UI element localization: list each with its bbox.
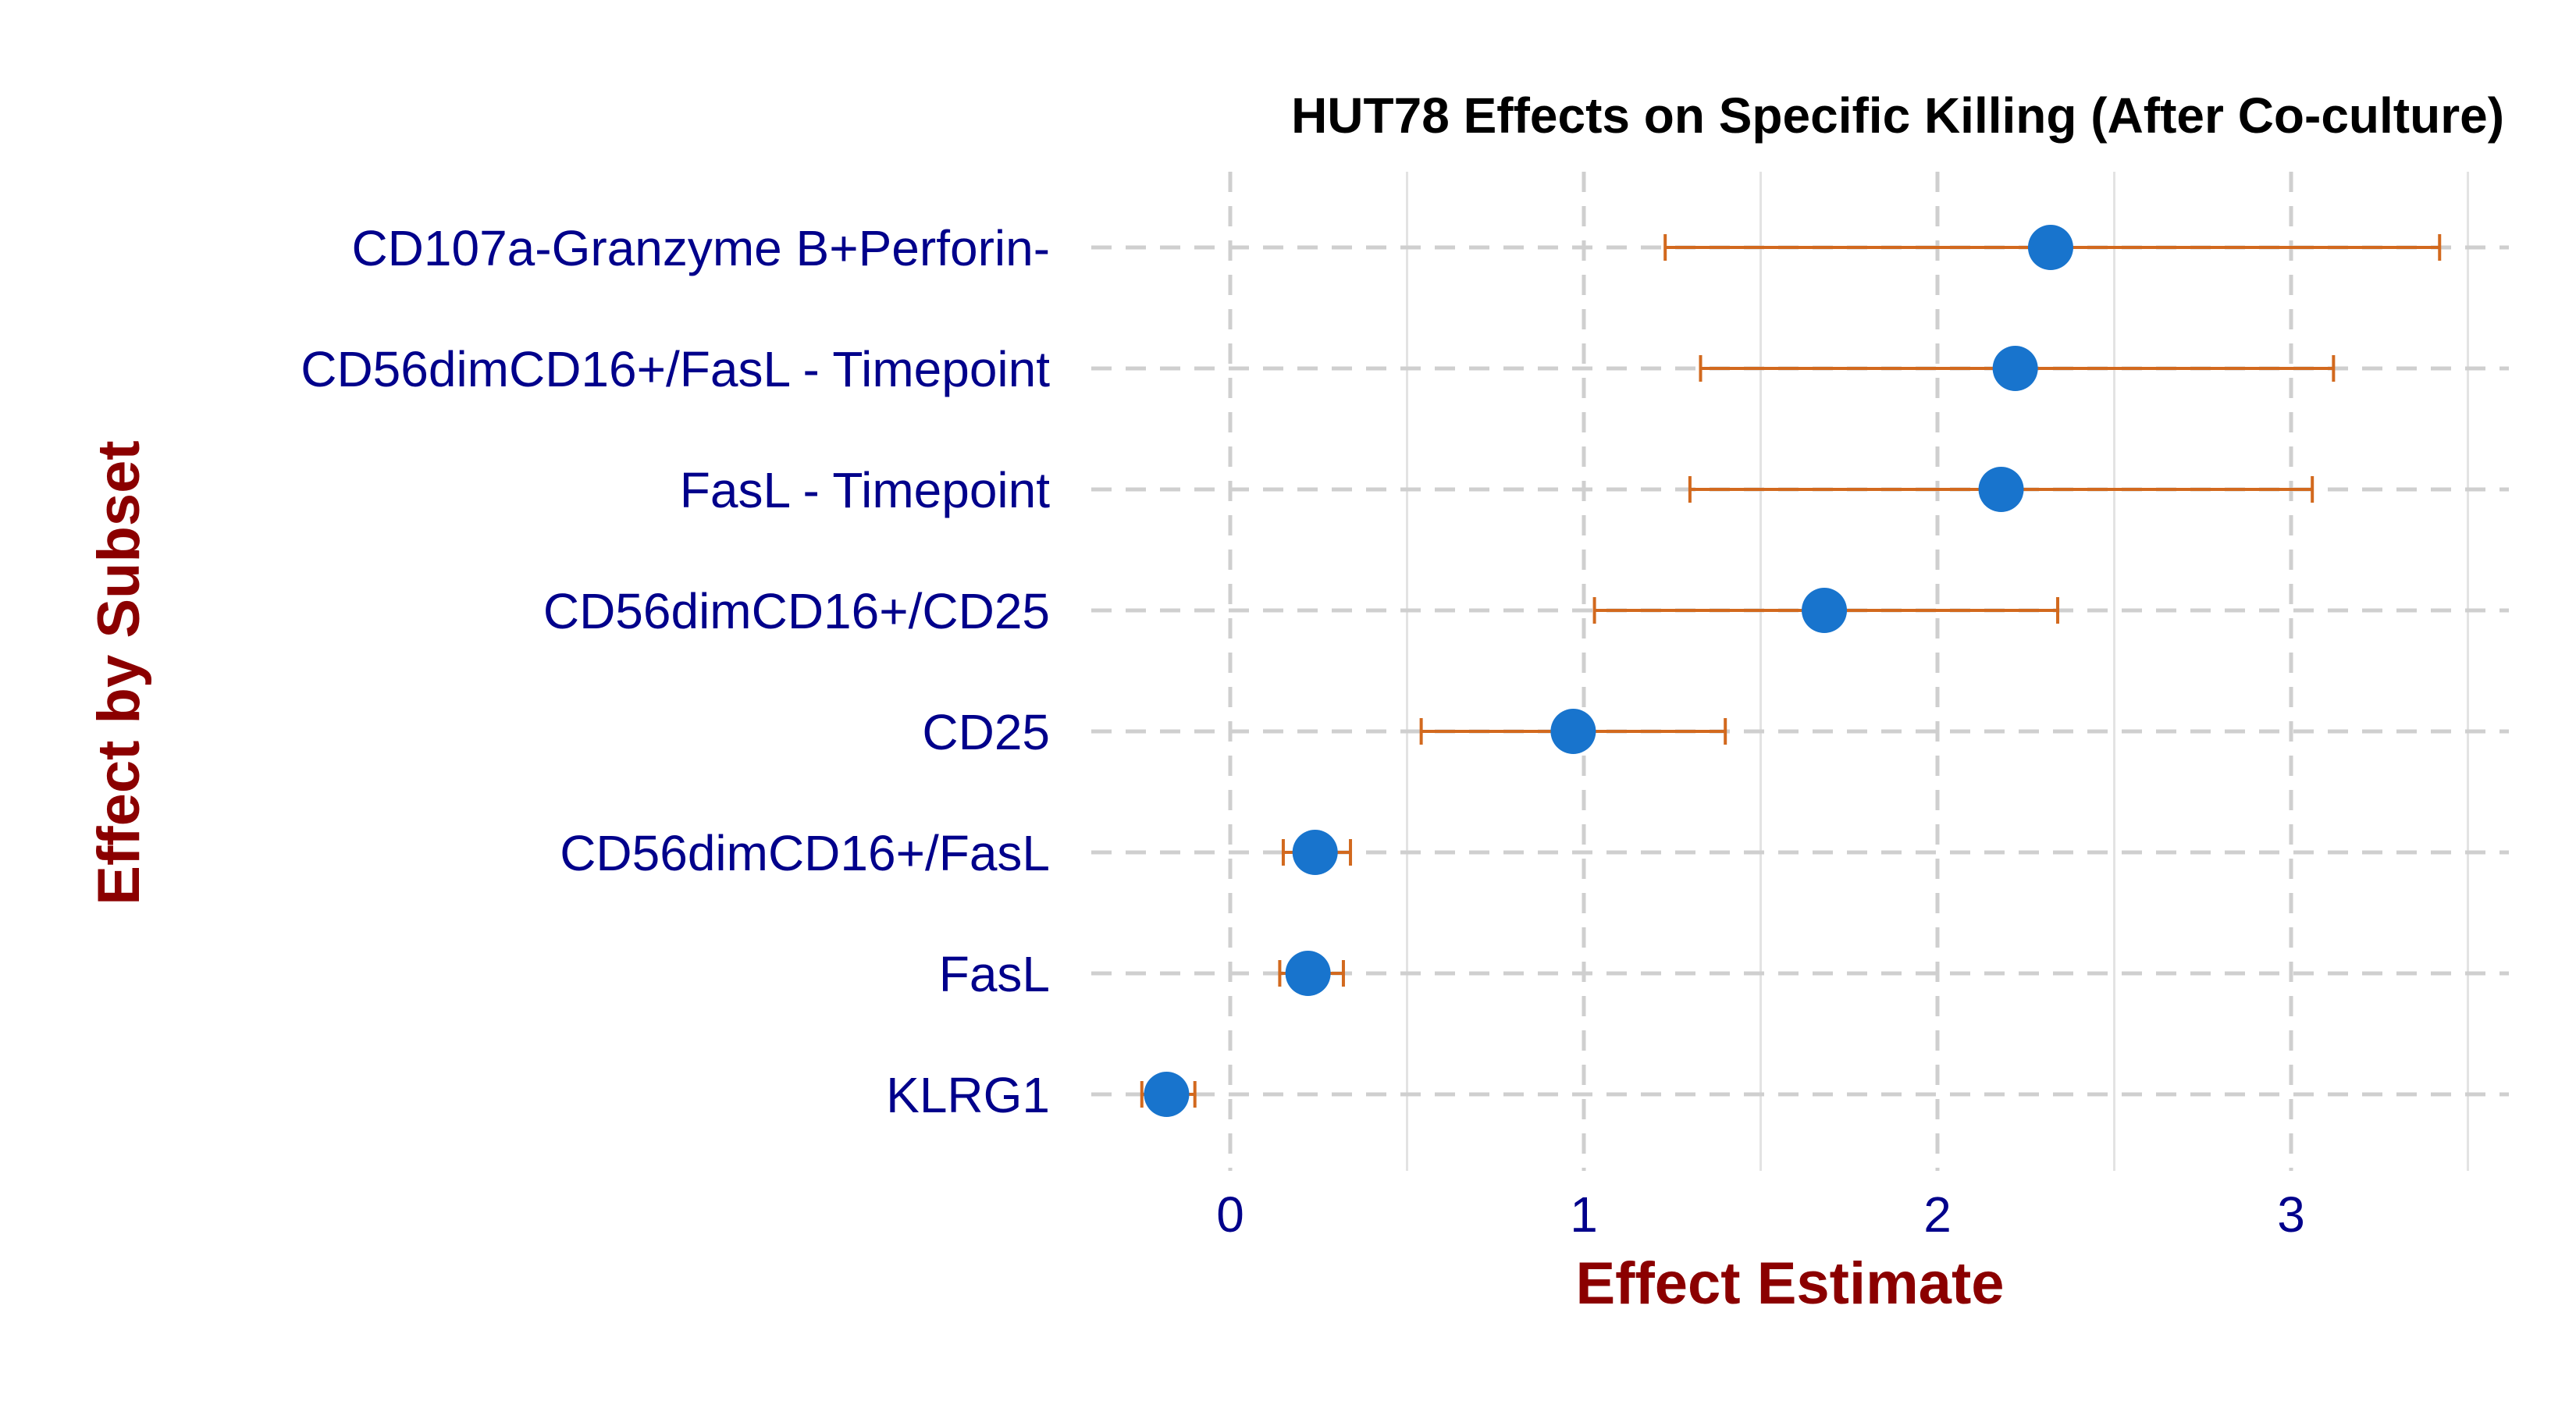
y-axis-title: Effect by Subset [86,440,152,905]
errorbar-layer [1140,234,2442,1108]
estimate-point [1802,588,1848,633]
x-tick-label: 1 [1570,1186,1598,1243]
category-label: CD107a-Granzyme B+Perforin- [351,220,1050,276]
estimate-point [1550,709,1596,754]
category-label: CD56dimCD16+/FasL [560,825,1050,881]
x-tick-label-layer: 0 1 2 3 [1216,1186,2305,1243]
category-label: KLRG1 [886,1067,1050,1123]
estimate-point [2027,225,2073,270]
estimate-point [1285,951,1331,996]
grid-layer [1091,172,2509,1171]
point-layer [1144,225,2073,1117]
x-axis-title: Effect Estimate [1575,1250,2004,1317]
x-tick-label: 2 [1923,1186,1952,1243]
chart-title: HUT78 Effects on Specific Killing (After… [1291,87,2504,144]
category-label: CD56dimCD16+/FasL - Timepoint [301,341,1050,397]
category-label: FasL - Timepoint [680,462,1050,518]
estimate-point [1992,346,2038,391]
category-label: FasL [939,946,1050,1002]
x-tick-label: 3 [2277,1186,2305,1243]
category-label-layer: CD107a-Granzyme B+Perforin- CD56dimCD16+/… [301,220,1050,1123]
estimate-point [1292,830,1338,875]
category-label: CD56dimCD16+/CD25 [543,583,1050,639]
estimate-point [1978,467,2024,512]
category-label: CD25 [922,704,1050,760]
estimate-point [1144,1072,1190,1117]
x-tick-label: 0 [1216,1186,1244,1243]
